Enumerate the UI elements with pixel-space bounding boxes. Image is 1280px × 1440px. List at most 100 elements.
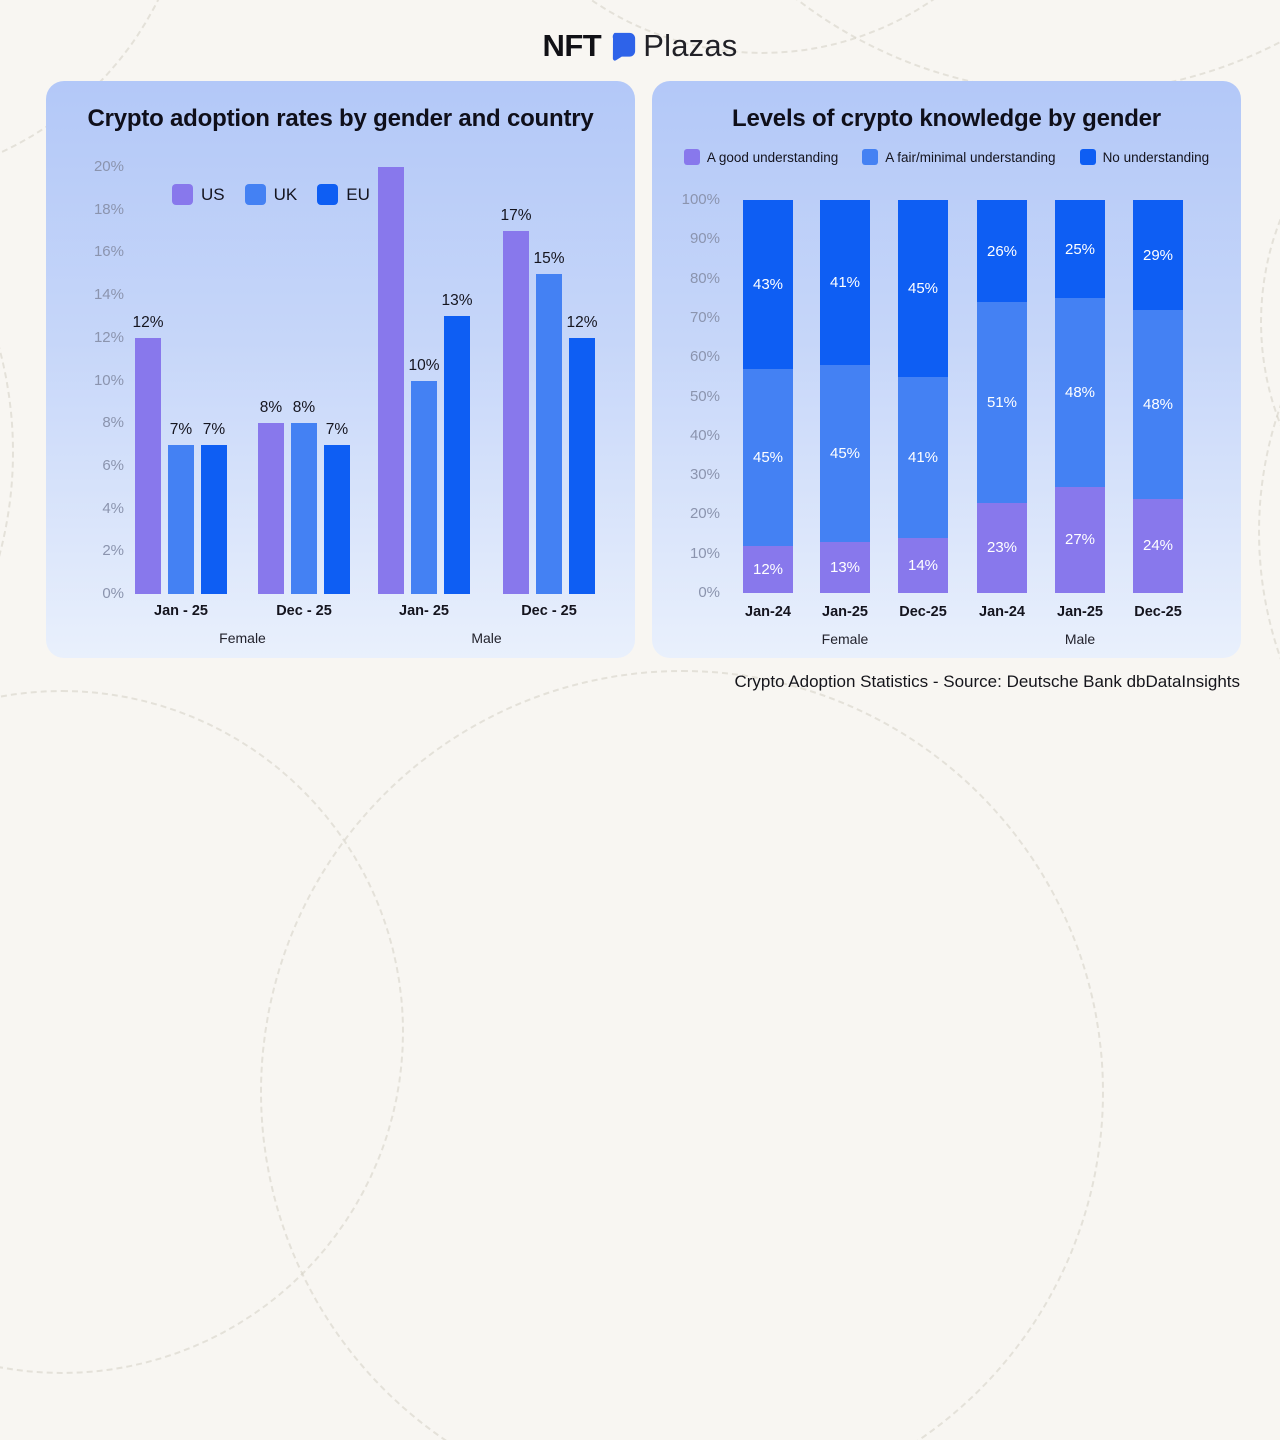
- bar-value-label: 10%: [408, 356, 440, 374]
- bar-value-label: 8%: [292, 399, 316, 417]
- bar-value-label: 17%: [500, 207, 532, 225]
- bar-us: [378, 167, 404, 594]
- segment-none: 26%: [977, 200, 1027, 303]
- x-axis-tick: Dec - 25: [521, 603, 577, 619]
- segment-none: 29%: [1133, 200, 1183, 311]
- legend-label: UK: [273, 184, 298, 204]
- knowledge-chart-legend: A good understanding A fair/minimal under…: [652, 149, 1241, 165]
- segment-fair: 51%: [977, 302, 1027, 503]
- segment-fair: 41%: [898, 376, 948, 538]
- adoption-chart-title: Crypto adoption rates by gender and coun…: [87, 105, 594, 132]
- y-axis-tick: 0%: [102, 585, 124, 602]
- bar-group-male-3: 17% 15% 12%: [500, 167, 598, 594]
- legend-swatch: [683, 149, 700, 165]
- y-axis-tick: 70%: [689, 308, 720, 326]
- y-axis-tick: 2%: [102, 542, 124, 560]
- bar-us: 12%: [132, 314, 164, 594]
- stack-column-male-5: 24% 48% 29%: [1133, 200, 1183, 593]
- adoption-chart-panel: Crypto adoption rates by gender and coun…: [46, 81, 635, 658]
- legend-swatch: [862, 149, 879, 165]
- stack-column-female-2: 14% 41% 45%: [898, 200, 948, 593]
- logo-text-plazas: Plazas: [643, 28, 738, 63]
- segment-value-label: 41%: [907, 448, 939, 466]
- legend-item: A good understanding: [683, 149, 838, 165]
- knowledge-chart-panel: Levels of crypto knowledge by gender A g…: [652, 81, 1241, 658]
- stack-column-female-0: 12% 45% 43%: [743, 200, 793, 593]
- bar-eu: 7%: [201, 421, 227, 594]
- segment-value-label: 48%: [1064, 384, 1096, 402]
- legend-swatch: [244, 184, 266, 205]
- gender-axis-label: Male: [471, 630, 502, 646]
- segment-fair: 45%: [820, 365, 870, 542]
- y-axis-tick: 80%: [689, 269, 720, 287]
- segment-value-label: 27%: [1064, 531, 1096, 549]
- gender-axis-label: Male: [1064, 631, 1096, 647]
- segment-none: 41%: [820, 200, 870, 366]
- y-axis-tick: 10%: [689, 544, 720, 562]
- segment-value-label: 41%: [829, 274, 861, 292]
- bar-uk: 10%: [408, 357, 440, 594]
- y-axis-tick: 20%: [93, 158, 124, 175]
- bar-group-female-1: 8% 8% 7%: [258, 167, 350, 594]
- x-axis-tick: Jan - 25: [154, 603, 208, 619]
- x-axis-tick: Jan-25: [822, 604, 868, 620]
- segment-none: 25%: [1055, 200, 1105, 299]
- x-axis-tick: Jan- 25: [399, 603, 449, 619]
- legend-item-uk: UK: [244, 184, 298, 205]
- nft-plazas-logo-icon: [613, 32, 636, 61]
- legend-label: No understanding: [1102, 149, 1210, 165]
- segment-value-label: 48%: [1142, 395, 1174, 413]
- stack-column-male-3: 23% 51% 26%: [977, 200, 1027, 593]
- y-axis-tick: 20%: [689, 505, 720, 523]
- bar-eu: 13%: [441, 292, 473, 594]
- gender-axis-label: Female: [821, 631, 869, 647]
- y-axis-tick: 18%: [93, 200, 124, 218]
- adoption-chart-legend: US UK EU: [172, 184, 370, 205]
- x-axis-tick: Dec - 25: [276, 603, 332, 619]
- bar-value-label: 7%: [325, 420, 349, 438]
- legend-item: A fair/minimal understanding: [862, 149, 1056, 165]
- legend-swatch: [172, 184, 193, 205]
- y-axis-tick: 50%: [689, 387, 720, 405]
- x-axis-tick: Jan-24: [745, 604, 791, 620]
- segment-good: 13%: [820, 541, 870, 593]
- legend-label: EU: [346, 184, 370, 204]
- segment-value-label: 29%: [1142, 246, 1174, 264]
- bar-value-label: 7%: [202, 420, 226, 438]
- y-axis-tick: 90%: [689, 230, 720, 248]
- segment-value-label: 23%: [986, 539, 1018, 557]
- segment-value-label: 45%: [907, 279, 939, 297]
- decorative-dashed-arc: [0, 690, 404, 1374]
- bar-eu: 7%: [324, 421, 350, 594]
- bar-value-label: 13%: [441, 292, 473, 310]
- y-axis-tick: 12%: [93, 328, 124, 346]
- segment-fair: 45%: [743, 369, 793, 546]
- segment-value-label: 43%: [752, 276, 784, 293]
- brand-logo: NFT Plazas: [0, 28, 1280, 64]
- y-axis-tick: 100%: [681, 191, 720, 208]
- y-axis-tick: 40%: [689, 426, 720, 444]
- y-axis-tick: 10%: [93, 371, 124, 389]
- gender-axis-label: Female: [219, 630, 266, 646]
- y-axis-tick: 16%: [93, 243, 124, 261]
- legend-item: No understanding: [1079, 149, 1210, 165]
- x-axis-tick: Dec-25: [899, 604, 947, 620]
- bar-uk: 7%: [168, 421, 194, 594]
- bar-eu: 12%: [566, 314, 598, 594]
- x-axis-tick: Dec-25: [1134, 604, 1182, 620]
- logo-text-nft: NFT: [542, 28, 602, 63]
- segment-value-label: 14%: [907, 556, 939, 574]
- segment-value-label: 13%: [829, 558, 861, 576]
- legend-swatch: [317, 184, 339, 205]
- bar-value-label: 12%: [566, 313, 598, 331]
- y-axis-tick: 14%: [93, 286, 124, 304]
- source-credit: Crypto Adoption Statistics - Source: Deu…: [734, 672, 1240, 691]
- bar-value-label: 12%: [132, 313, 164, 331]
- bar-uk: 8%: [291, 399, 317, 594]
- segment-good: 12%: [743, 545, 793, 593]
- segment-good: 24%: [1133, 498, 1183, 593]
- bar-value-label: 7%: [169, 420, 193, 438]
- bar-uk: 15%: [533, 250, 565, 594]
- decorative-dashed-arc: [1258, 150, 1280, 914]
- segment-value-label: 26%: [986, 242, 1018, 260]
